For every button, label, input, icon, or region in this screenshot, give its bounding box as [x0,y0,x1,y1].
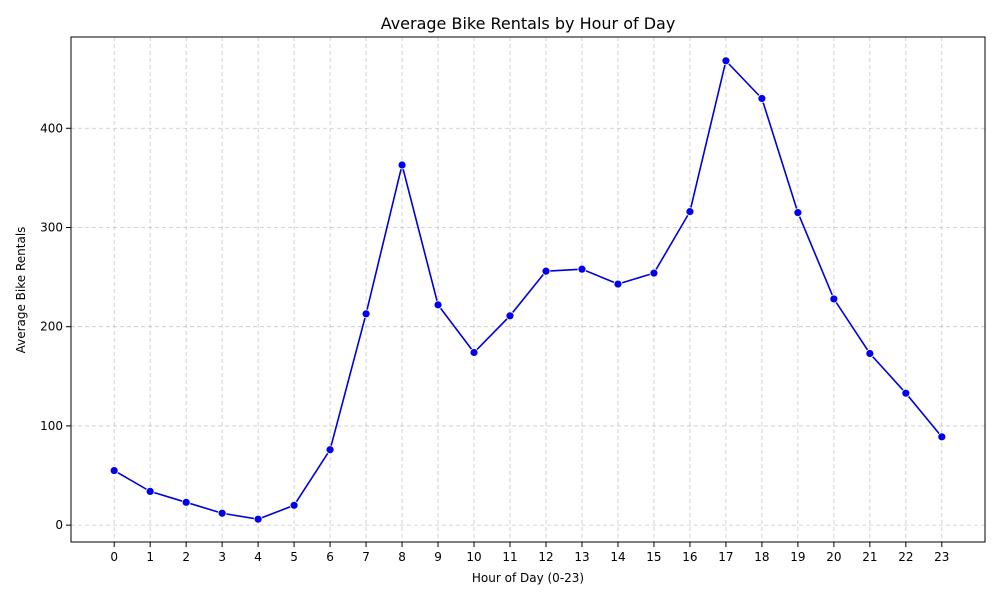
x-tick-label: 4 [254,550,262,564]
x-tick-label: 16 [682,550,697,564]
x-tick-label: 14 [610,550,625,564]
data-point [433,300,443,310]
data-point [217,508,227,518]
x-tick-label: 15 [646,550,661,564]
series-line [113,59,943,521]
data-point [649,268,659,278]
x-tick-label: 10 [466,550,481,564]
y-tick-label: 300 [40,220,63,234]
x-tick-label: 12 [538,550,553,564]
y-tick-label: 100 [40,419,63,433]
x-tick-label: 6 [326,550,334,564]
x-tick-label: 18 [754,550,769,564]
data-point [865,349,875,358]
data-point [793,208,803,218]
data-point [253,514,263,524]
grid-layer [71,37,985,542]
x-tick-label: 0 [110,550,118,564]
data-point [937,432,947,442]
data-point [469,348,479,357]
x-tick-label: 13 [574,550,589,564]
x-tick-label: 7 [362,550,370,564]
x-tick-label: 2 [182,550,190,564]
x-axis-label: Hour of Day (0-23) [472,571,584,585]
x-tick-label: 22 [898,550,913,564]
x-tick-label: 5 [290,550,298,564]
data-point [901,388,911,398]
data-point [361,309,371,319]
data-point [325,445,335,455]
data-point [685,207,695,217]
x-tick-label: 21 [862,550,877,564]
x-tick-label: 11 [502,550,517,564]
chart-title: Average Bike Rentals by Hour of Day [381,14,676,33]
data-point [613,279,623,289]
data-point [541,266,551,276]
y-tick-label: 400 [40,121,63,135]
x-tick-label: 20 [826,550,841,564]
data-point [829,294,839,304]
data-point [577,264,587,274]
y-tick-label: 200 [40,320,63,334]
x-tick-label: 17 [718,550,733,564]
tick-layer: 0 1 2 3 4 5 6 7 8 9 10 11 12 13 14 15 16 17 18 19 20 21 22 2301… [40,121,949,564]
x-tick-label: 8 [398,550,406,564]
x-tick-label: 23 [934,550,949,564]
x-tick-label: 3 [218,550,226,564]
data-point [757,94,767,103]
series-layer [109,56,947,524]
data-point [289,500,299,510]
x-tick-label: 9 [434,550,442,564]
data-point [505,311,515,321]
x-tick-label: 19 [790,550,805,564]
data-point [145,487,155,496]
data-point [721,56,731,66]
data-point [109,466,119,475]
y-axis-label: Average Bike Rentals [14,227,28,354]
x-tick-label: 1 [146,550,154,564]
data-point [181,497,191,507]
data-point [397,160,407,170]
y-tick-label: 0 [55,518,63,532]
plot-area-frame [70,36,986,543]
